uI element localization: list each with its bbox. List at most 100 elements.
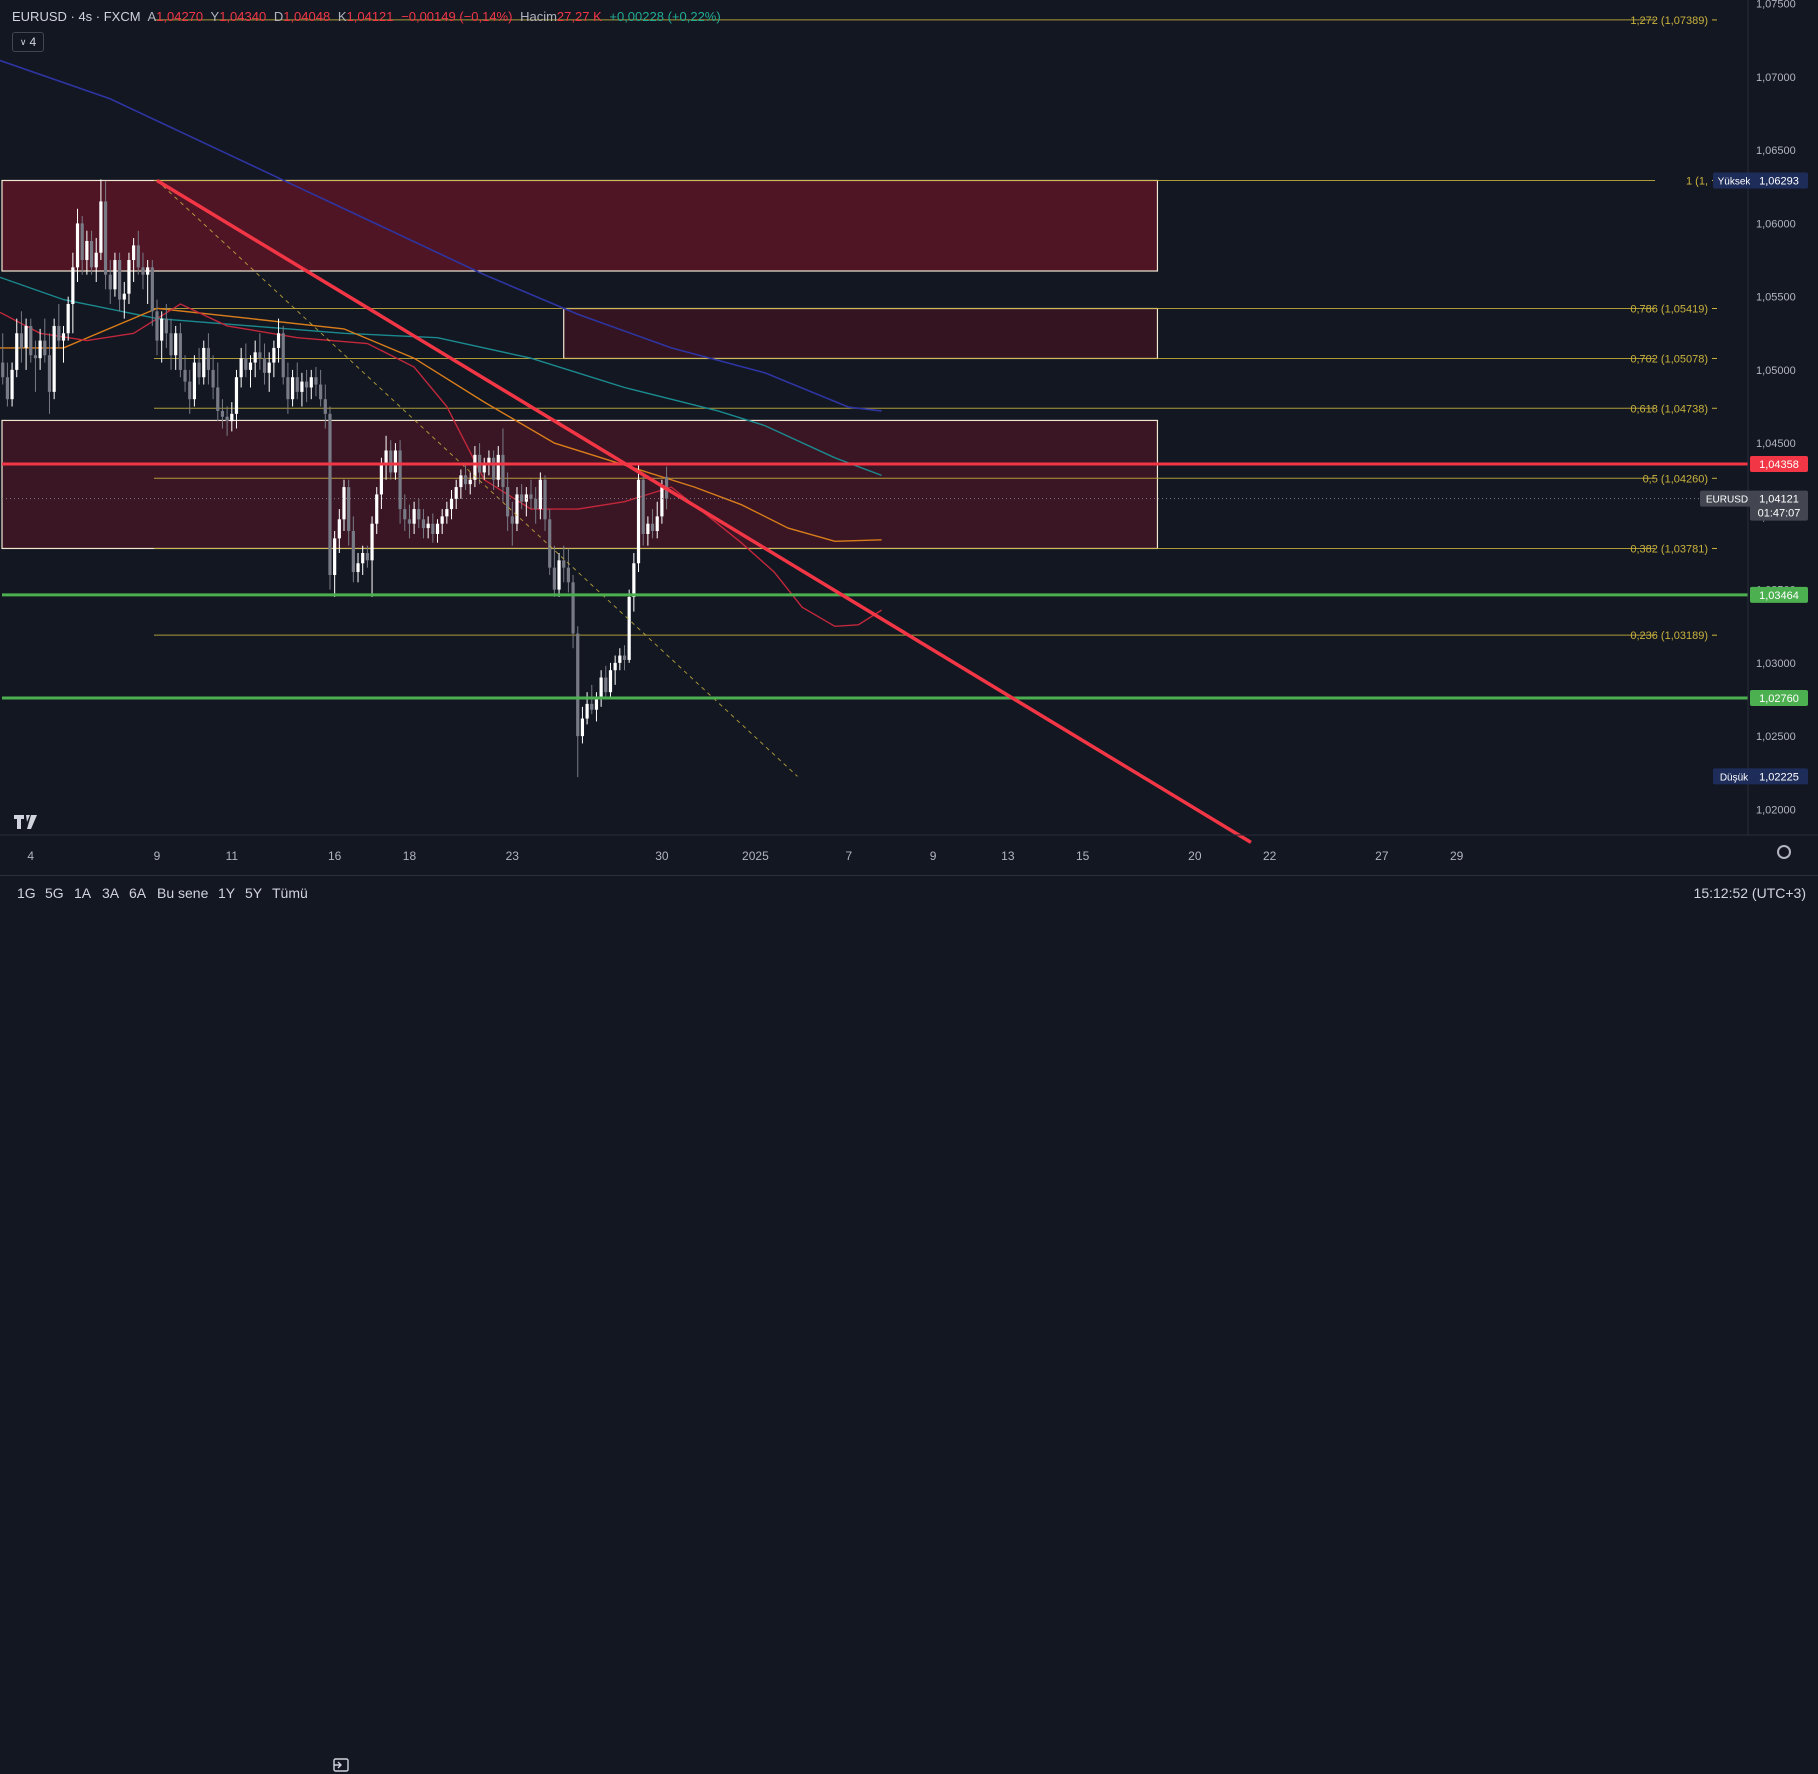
candle-body <box>534 498 538 510</box>
candle-body <box>576 633 580 737</box>
chart-legend: EURUSD · 4s · FXCM A1,04270 Y1,04340 D1,… <box>12 9 725 24</box>
fib-label: 0,786 (1,05419) <box>1630 304 1708 316</box>
candle-body <box>29 325 33 356</box>
candle-body <box>590 703 594 710</box>
legend-low: 1,04048 <box>283 9 331 24</box>
fib-label: 0,618 (1,04738) <box>1630 403 1708 415</box>
candle-body <box>10 369 14 400</box>
range-all[interactable]: Tümü <box>272 885 308 901</box>
candle-body <box>585 703 589 719</box>
candle-body <box>473 454 477 480</box>
time-tick-label: 9 <box>154 849 161 863</box>
candle-body <box>234 377 239 414</box>
candle-body <box>421 519 426 529</box>
candle-body <box>646 523 650 534</box>
legend-close-label: K <box>337 9 347 24</box>
downtrend-line <box>156 178 1252 844</box>
price-tick-label: 1,07000 <box>1756 72 1796 84</box>
time-tick-label: 13 <box>1001 849 1015 863</box>
chevron-down-icon: ∨ <box>19 36 27 47</box>
candle-body <box>599 677 603 700</box>
time-tick-label: 23 <box>506 849 520 863</box>
candle-body <box>571 582 575 634</box>
fib-label: 1 (1, <box>1686 175 1708 187</box>
candle-body <box>342 487 346 520</box>
price-chart[interactable]: 1,272 (1,07389) 1 (1, 0,786 (1,05419) 0,702… <box>0 0 1818 875</box>
candle-body <box>61 333 66 341</box>
candle-body <box>169 333 173 356</box>
zones <box>1 179 1159 550</box>
candle-body <box>417 509 421 520</box>
range-6a[interactable]: 6A <box>129 885 147 901</box>
range-1g[interactable]: 1G <box>17 885 36 901</box>
zone-rect <box>1 179 1159 272</box>
ma-line-ma_blue <box>0 59 882 412</box>
time-tick-label: 4 <box>27 849 34 863</box>
candle-body <box>379 465 383 495</box>
indicator-collapse-button[interactable]: ∨ 4 <box>12 32 44 52</box>
candle-body <box>220 410 225 417</box>
range-5g[interactable]: 5G <box>45 885 64 901</box>
time-tick-label: 16 <box>328 849 342 863</box>
resistance-price-badge <box>1750 455 1808 472</box>
candle-body <box>113 260 117 290</box>
candle-body <box>258 352 262 359</box>
candle-body <box>492 457 496 480</box>
fib-label: 0,382 (1,03781) <box>1630 543 1708 555</box>
tv-logo-shape <box>14 815 37 829</box>
range-1a[interactable]: 1A <box>74 885 92 901</box>
candle-body <box>85 240 89 261</box>
candle-body <box>375 494 379 524</box>
candle-body <box>52 325 56 392</box>
legend-low-label: D <box>273 9 284 24</box>
legend-symbol[interactable]: EURUSD · 4s · FXCM <box>12 9 141 24</box>
candle-body <box>403 509 407 520</box>
candle-body <box>164 318 168 334</box>
candle-body <box>482 465 486 473</box>
candle-body <box>328 413 332 575</box>
clock-time[interactable]: 15:12:52 (UTC+3) <box>1693 885 1806 901</box>
candle-body <box>272 347 276 363</box>
range-1y[interactable]: 1Y <box>218 885 236 901</box>
symbol-badge-label: EURUSD <box>1706 495 1748 506</box>
candle-body <box>641 479 645 534</box>
symbol-badge-bg <box>1700 490 1754 507</box>
candle-body <box>627 596 631 660</box>
candle-body <box>632 563 636 597</box>
legend-change: −0,00149 (−0,14%) <box>401 9 513 24</box>
candle-body <box>286 377 290 400</box>
candle-body <box>463 475 468 485</box>
candle-body <box>19 333 24 348</box>
extreme-label: Düşük <box>1720 772 1749 783</box>
candle-body <box>323 399 327 414</box>
candle-body <box>543 479 547 520</box>
legend-open-label: A <box>147 9 157 24</box>
price-tick-label: 1,02500 <box>1756 731 1796 743</box>
candle-body <box>538 479 542 510</box>
range-3a[interactable]: 3A <box>102 885 120 901</box>
candle-body <box>636 479 641 564</box>
indicator-count: 4 <box>29 35 37 49</box>
replay-icon[interactable] <box>332 1756 350 1774</box>
time-tick-label: 7 <box>846 849 853 863</box>
candle-body <box>407 519 412 524</box>
candle-body <box>281 333 285 378</box>
candle-body <box>89 240 94 268</box>
settings-gear-icon[interactable] <box>1777 845 1791 859</box>
candle-body <box>445 509 449 517</box>
candle-body <box>192 362 196 400</box>
price-tick-label: 1,07500 <box>1756 0 1796 11</box>
price-tick-label: 1,04500 <box>1756 438 1796 450</box>
candle-body <box>566 567 570 583</box>
resistance-price-label: 1,04358 <box>1759 459 1799 471</box>
range-5y[interactable]: 5Y <box>245 885 263 901</box>
zone-rect <box>1 419 1159 550</box>
price-badges: 1,04358 1,03464 1,02760 Yüksek 1,06293 Düşük 1… <box>1700 172 1808 785</box>
candle-body <box>206 347 211 370</box>
candle-body <box>244 358 248 370</box>
candle-body <box>178 333 182 370</box>
extreme-label-bg <box>1713 768 1755 785</box>
candle-body <box>552 567 556 590</box>
tradingview-logo-icon[interactable] <box>14 812 40 835</box>
range-ytd[interactable]: Bu sene <box>157 885 209 901</box>
